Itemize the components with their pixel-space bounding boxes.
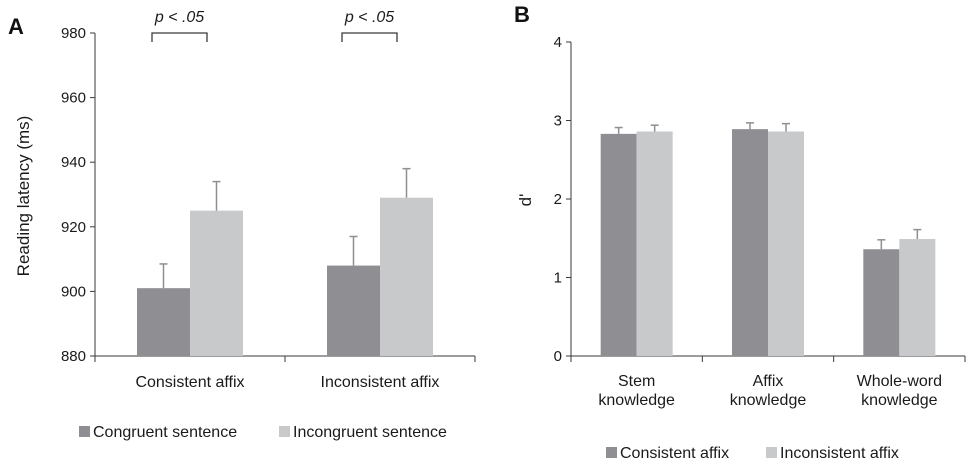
panel-b-letter: B xyxy=(514,2,530,27)
panel-a-bar xyxy=(137,288,190,356)
panel-b-plot: 0 1 2 3 4 Stem knowledge Affix knowledge Whole-wo… xyxy=(554,34,966,462)
panel-b-y-tick-label: 3 xyxy=(554,113,562,130)
panel-a-bar xyxy=(327,265,380,356)
panel-b-bar xyxy=(732,129,768,356)
panel-b-legend-label: Inconsistent affix xyxy=(780,445,899,462)
panel-a-y-axis-label: Reading latency (ms) xyxy=(14,116,33,277)
panel-a-legend-swatch xyxy=(79,426,90,437)
panel-a-y-tick-label: 960 xyxy=(61,90,86,107)
panel-b-y-axis-label: d' xyxy=(516,194,535,207)
panel-a-y-tick-label: 880 xyxy=(61,348,86,365)
panel-b-legend-swatch xyxy=(766,447,777,458)
panel-b-bar xyxy=(600,133,637,356)
panel-a-bar xyxy=(190,210,243,356)
panel-a-legend-swatch xyxy=(279,426,290,437)
panel-b-y-tick-label: 2 xyxy=(554,191,562,208)
panel-a-letter: A xyxy=(8,14,24,39)
panel-a-y-tick-label: 940 xyxy=(61,154,86,171)
panel-a-plot: 880 900 920 940 960 980 Consistent affix Incons… xyxy=(61,9,476,441)
significance-label: p < .05 xyxy=(344,9,394,26)
panel-b-bar xyxy=(863,249,900,356)
panel-b-y-tick-label: 4 xyxy=(554,34,562,51)
panel-b-category-label: Affix xyxy=(753,373,784,390)
panel-a-y-tick-label: 920 xyxy=(61,219,86,236)
panel-b-bar xyxy=(768,131,804,356)
significance-label: p < .05 xyxy=(154,9,204,26)
panel-b-y-tick-label: 1 xyxy=(554,270,562,287)
panel-b-legend-label: Consistent affix xyxy=(620,445,729,462)
panel-a-category-label: Inconsistent affix xyxy=(321,374,440,391)
panel-a-legend-label: Incongruent sentence xyxy=(293,424,447,441)
panel-b-bar xyxy=(636,131,673,356)
panel-a-y-tick-label: 900 xyxy=(61,283,86,300)
panel-b-category-label: Whole-word xyxy=(857,373,942,390)
panel-b-category-label: Stem xyxy=(618,373,655,390)
panel-b-bar xyxy=(899,239,936,356)
panel-a-category-label: Consistent affix xyxy=(135,374,244,391)
panel-b-category-label: knowledge xyxy=(861,392,938,409)
panel-a-legend-label: Congruent sentence xyxy=(93,424,237,441)
panel-b-legend-swatch xyxy=(606,447,617,458)
panel-b-category-label: knowledge xyxy=(598,392,675,409)
significance-bracket xyxy=(341,32,398,42)
significance-bracket xyxy=(151,32,208,42)
panel-a-y-tick-label: 980 xyxy=(61,25,86,42)
panel-a-bar xyxy=(380,197,433,356)
panel-b-category-label: knowledge xyxy=(730,392,807,409)
panel-b-y-tick-label: 0 xyxy=(554,348,562,365)
